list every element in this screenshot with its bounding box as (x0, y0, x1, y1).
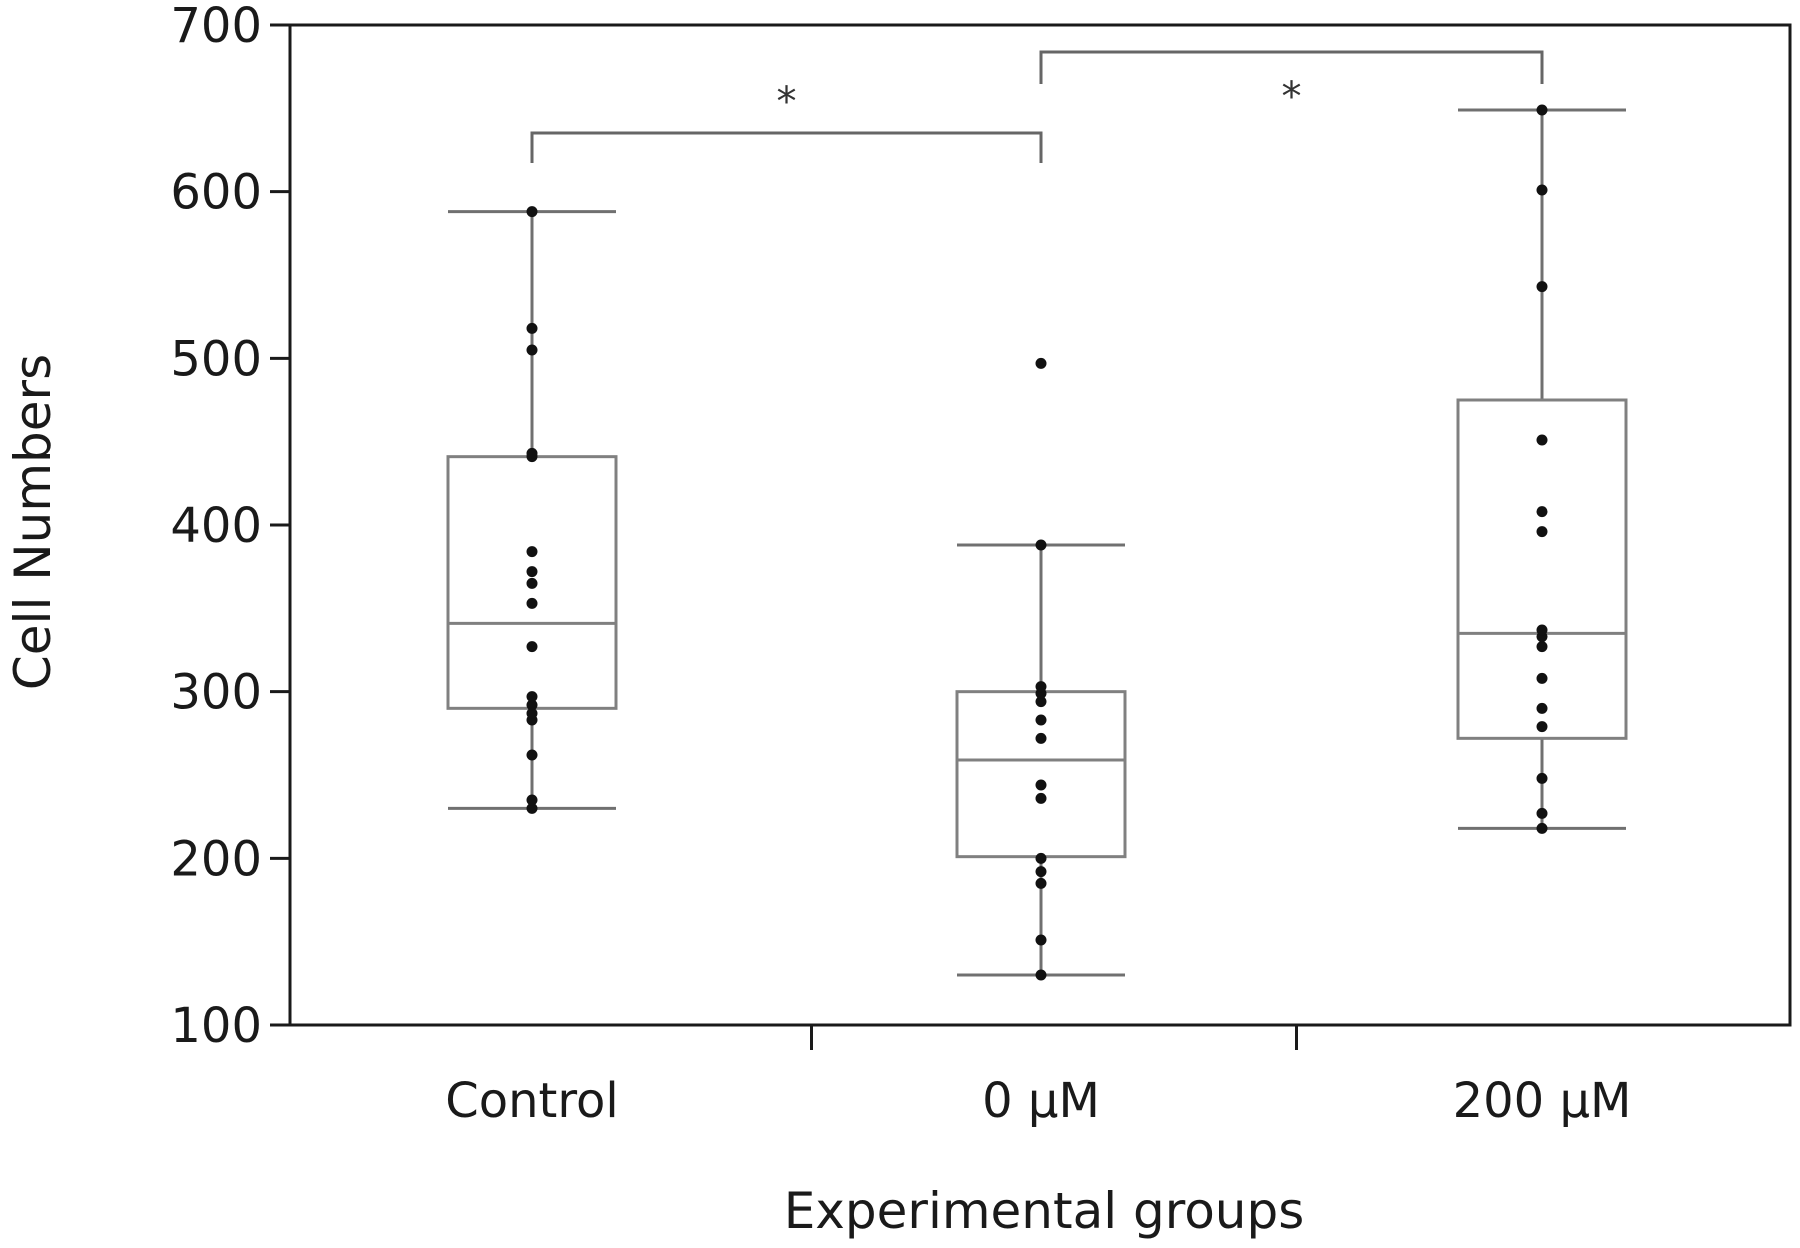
data-point (1536, 624, 1548, 636)
data-point (1536, 641, 1548, 653)
box-group (1456, 108, 1628, 830)
y-tick-label: 600 (170, 165, 262, 221)
data-point (1536, 506, 1548, 518)
x-tick-label: 0 µM (982, 1073, 1100, 1129)
x-tick-label: Control (445, 1073, 619, 1129)
data-point (526, 802, 538, 814)
box-group (955, 543, 1127, 977)
data-point (526, 597, 538, 609)
significance-layer: * * (530, 50, 1544, 163)
data-point (1035, 792, 1047, 804)
data-point (1035, 681, 1047, 693)
data-point (526, 699, 538, 711)
data-point (1536, 721, 1548, 733)
data-point (1035, 779, 1047, 791)
points-layer (526, 104, 1548, 981)
data-point (526, 749, 538, 761)
data-point (526, 794, 538, 806)
significance-label: * (1282, 74, 1302, 120)
data-point (1536, 672, 1548, 684)
y-tick-label: 400 (170, 498, 262, 554)
data-point (1035, 969, 1047, 981)
data-point (1536, 281, 1548, 293)
x-tick-label: 200 µM (1453, 1073, 1632, 1129)
data-point (1035, 866, 1047, 878)
data-point (1035, 357, 1047, 369)
significance-bracket: * (530, 79, 1043, 163)
data-point (1536, 772, 1548, 784)
data-point (526, 566, 538, 578)
data-point (1536, 702, 1548, 714)
data-point (1536, 526, 1548, 538)
data-point (1536, 434, 1548, 446)
x-axis-title: Experimental groups (784, 1182, 1305, 1240)
data-point (1035, 539, 1047, 551)
boxes-layer (446, 108, 1628, 977)
iqr-box (1456, 398, 1628, 740)
significance-label: * (777, 79, 797, 125)
data-point (1536, 104, 1548, 116)
data-point (1035, 714, 1047, 726)
bracket-line (1039, 50, 1544, 84)
data-point (1035, 934, 1047, 946)
data-point (1536, 807, 1548, 819)
data-point (526, 206, 538, 218)
bracket-line (530, 131, 1043, 163)
data-point (1536, 822, 1548, 834)
data-point (526, 577, 538, 589)
data-point (526, 707, 538, 719)
significance-bracket: * (1039, 50, 1544, 120)
y-tick-label: 100 (170, 998, 262, 1054)
data-point (526, 546, 538, 558)
data-point (526, 322, 538, 334)
data-point (526, 691, 538, 703)
data-point (1035, 696, 1047, 708)
data-point (1035, 732, 1047, 744)
data-point (1035, 852, 1047, 864)
y-tick-label: 300 (170, 665, 262, 721)
axes-layer: 100 200 300 400 500 600 700 Control 0 µM 200 µM (170, 0, 1631, 1129)
data-point (526, 641, 538, 653)
y-tick-label: 200 (170, 831, 262, 887)
data-point (526, 447, 538, 459)
y-tick-label: 700 (170, 0, 262, 54)
y-axis-title: Cell Numbers (4, 354, 62, 690)
y-tick-label: 500 (170, 331, 262, 387)
data-point (526, 344, 538, 356)
data-point (1536, 184, 1548, 196)
data-point (1035, 877, 1047, 889)
